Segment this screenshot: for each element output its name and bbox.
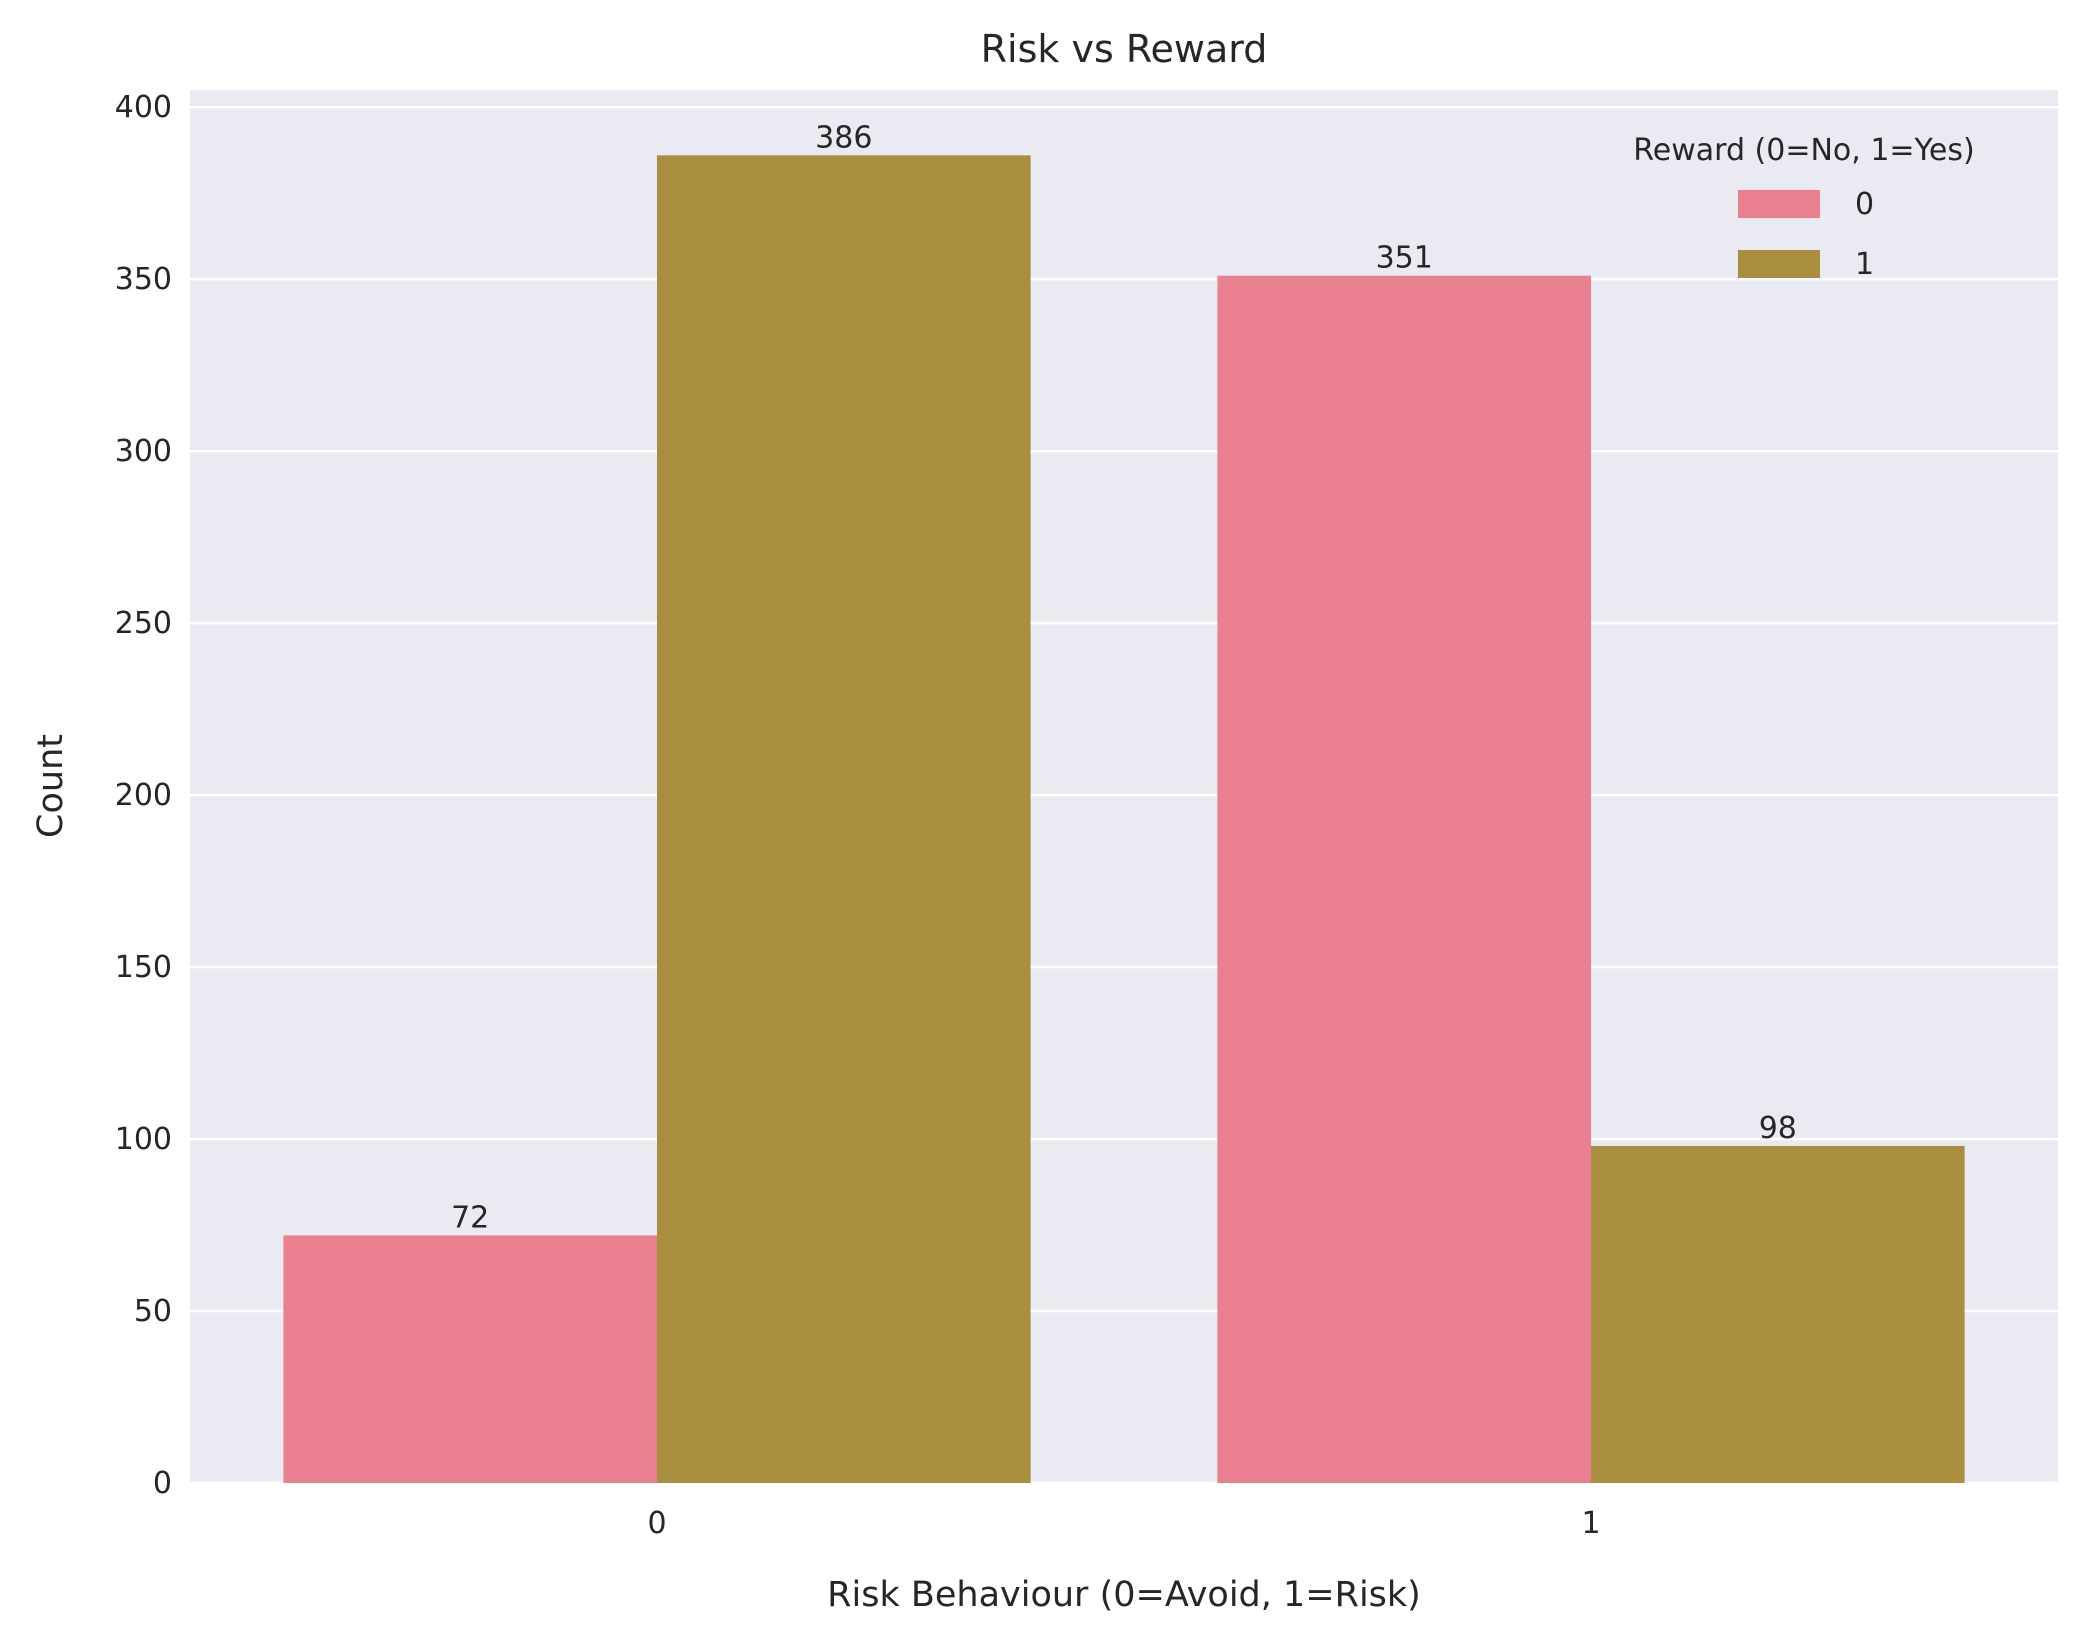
y-axis-label: Count (31, 734, 71, 838)
x-tick-label: 1 (1581, 1506, 1600, 1541)
legend: Reward (0=No, 1=Yes) 01 (1633, 133, 1974, 282)
bar (1217, 275, 1591, 1483)
bar (657, 155, 1031, 1484)
legend-items: 01 (1738, 187, 1874, 282)
y-tick-label: 0 (153, 1466, 172, 1501)
legend-label: 1 (1855, 247, 1874, 282)
data-labels: 72 386 351 98 (451, 120, 1797, 1235)
bar-value-label: 386 (815, 120, 872, 155)
bar (1591, 1145, 1965, 1483)
y-tick-label: 250 (115, 606, 172, 641)
bar-value-label: 72 (451, 1200, 489, 1235)
legend-swatch (1738, 190, 1820, 218)
y-tick-label: 300 (115, 434, 172, 469)
legend-title: Reward (0=No, 1=Yes) (1633, 133, 1974, 168)
legend-label: 0 (1855, 187, 1874, 222)
bar (283, 1235, 657, 1483)
x-tick-label: 0 (647, 1506, 666, 1541)
y-tick-label: 200 (115, 778, 172, 813)
y-tick-label: 50 (134, 1294, 172, 1329)
y-tick-label: 350 (115, 262, 172, 297)
y-tick-label: 100 (115, 1122, 172, 1157)
chart-title: Risk vs Reward (981, 27, 1268, 71)
legend-swatch (1738, 250, 1820, 278)
x-axis-label: Risk Behaviour (0=Avoid, 1=Risk) (827, 1575, 1421, 1615)
y-axis-ticks: 0 50 100 150 200 250 300 350 400 (115, 90, 172, 1501)
y-tick-label: 150 (115, 950, 172, 985)
bar-value-label: 98 (1759, 1111, 1797, 1146)
bar-value-label: 351 (1376, 241, 1433, 276)
y-tick-label: 400 (115, 90, 172, 125)
bars (283, 155, 1965, 1484)
